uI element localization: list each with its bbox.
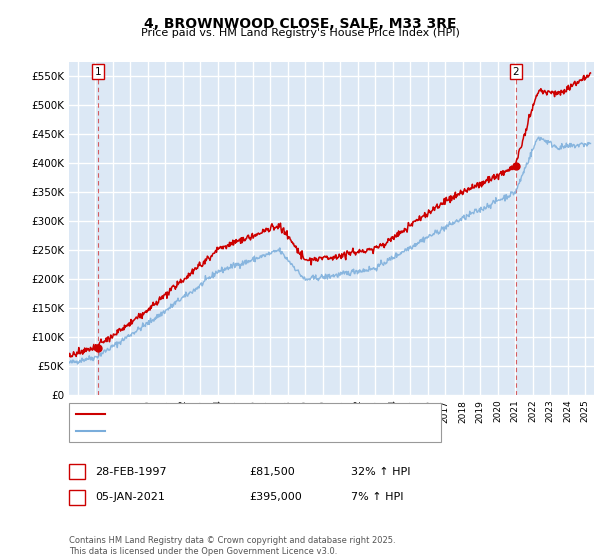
Text: £81,500: £81,500 <box>249 466 295 477</box>
Text: 1: 1 <box>95 67 101 77</box>
Text: 28-FEB-1997: 28-FEB-1997 <box>95 466 167 477</box>
Text: 4, BROWNWOOD CLOSE, SALE, M33 3RE (detached house): 4, BROWNWOOD CLOSE, SALE, M33 3RE (detac… <box>110 409 397 419</box>
Text: Contains HM Land Registry data © Crown copyright and database right 2025.
This d: Contains HM Land Registry data © Crown c… <box>69 536 395 556</box>
Text: 2: 2 <box>512 67 519 77</box>
Text: 05-JAN-2021: 05-JAN-2021 <box>95 492 165 502</box>
Text: 2: 2 <box>73 492 80 502</box>
Text: 4, BROWNWOOD CLOSE, SALE, M33 3RE: 4, BROWNWOOD CLOSE, SALE, M33 3RE <box>144 17 456 31</box>
Text: Price paid vs. HM Land Registry's House Price Index (HPI): Price paid vs. HM Land Registry's House … <box>140 28 460 38</box>
Text: HPI: Average price, detached house, Manchester: HPI: Average price, detached house, Manc… <box>110 426 348 436</box>
Text: £395,000: £395,000 <box>249 492 302 502</box>
Text: 1: 1 <box>73 466 80 477</box>
Text: 7% ↑ HPI: 7% ↑ HPI <box>351 492 404 502</box>
Text: 32% ↑ HPI: 32% ↑ HPI <box>351 466 410 477</box>
